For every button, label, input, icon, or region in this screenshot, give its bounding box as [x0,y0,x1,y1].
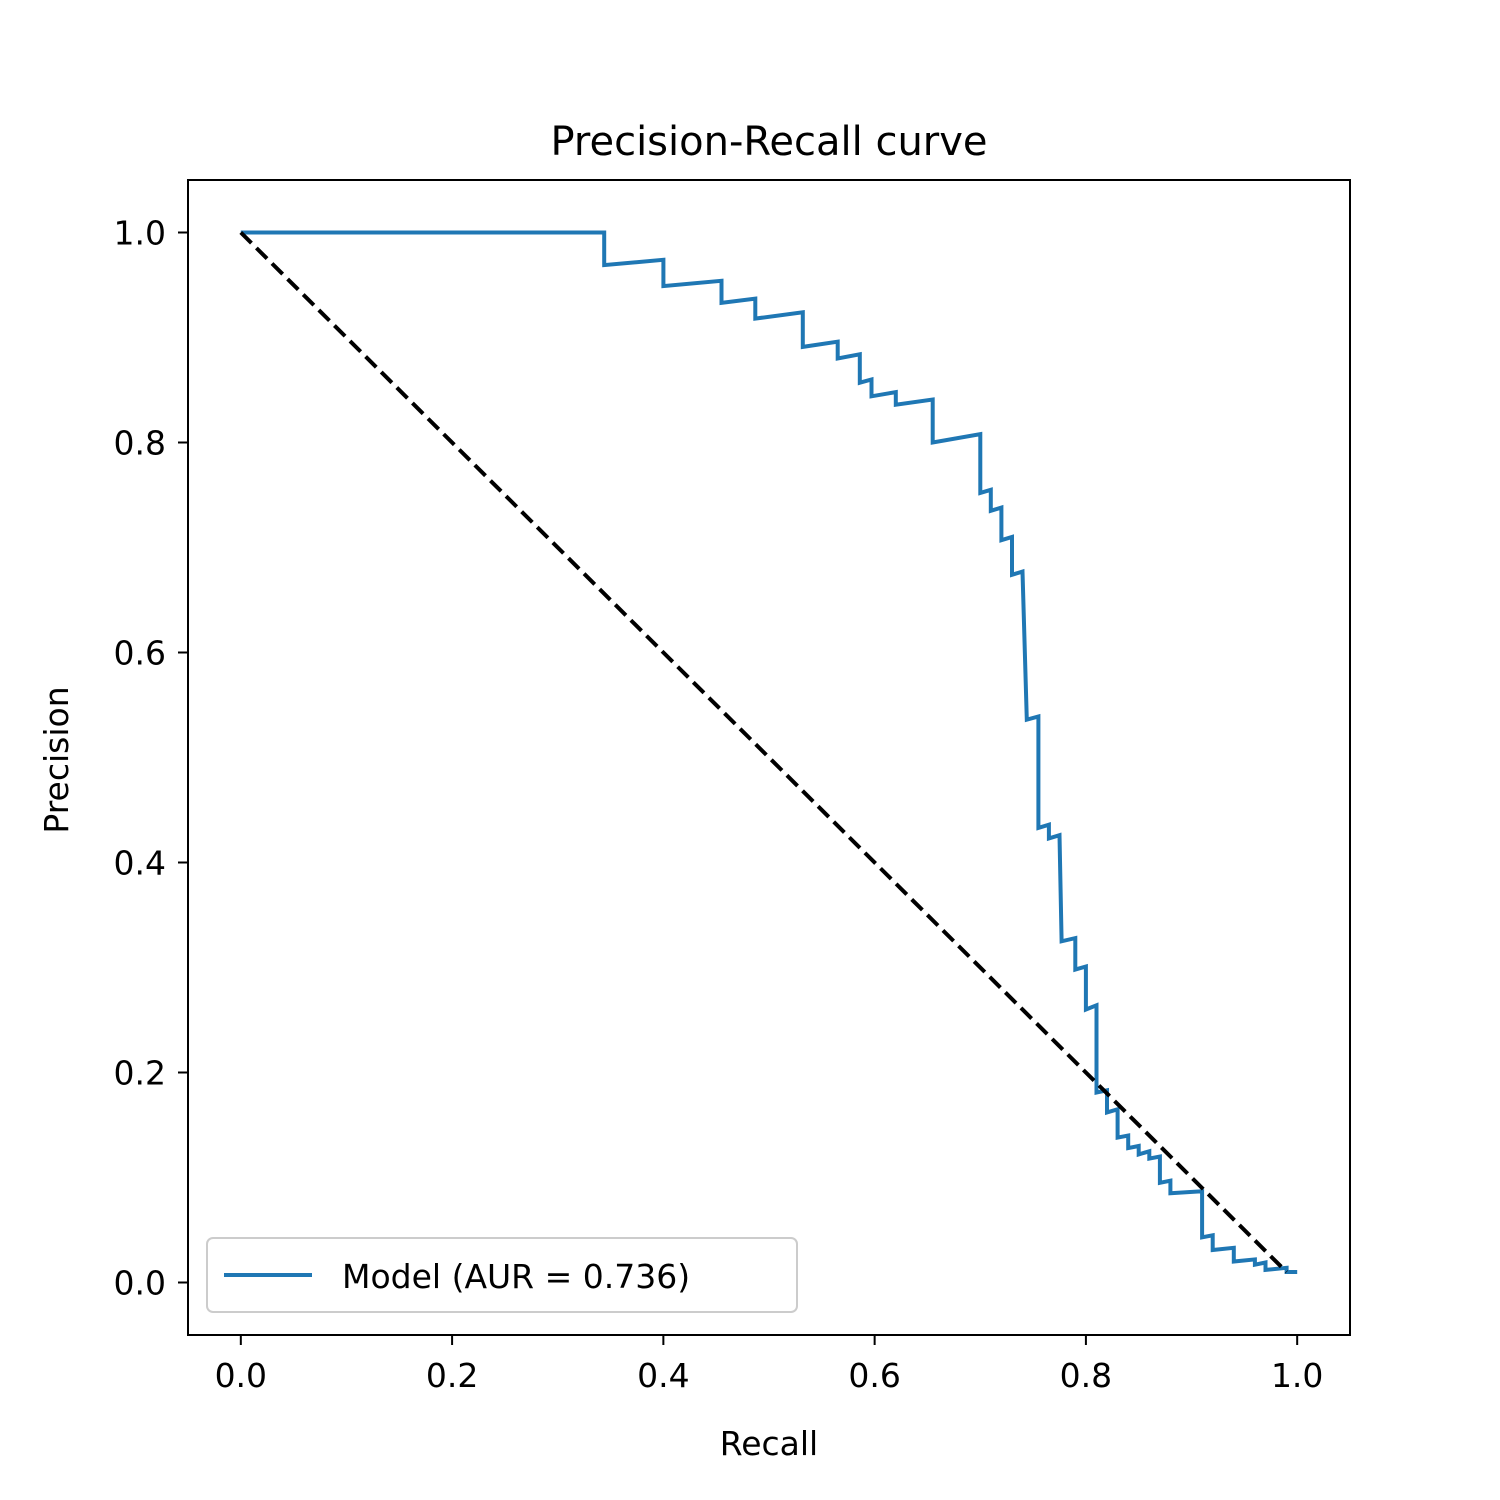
legend: Model (AUR = 0.736) [206,1237,798,1313]
plot-area [239,230,1298,1274]
y-tick-label: 0.6 [114,634,166,673]
model-pr-curve [240,230,1298,1274]
y-tick-label: 0.8 [114,424,166,463]
legend-label-model: Model (AUR = 0.736) [342,1257,690,1296]
x-tick-label: 0.2 [426,1356,478,1395]
y-axis-label: Precision [37,686,76,833]
chart-title: Precision-Recall curve [550,119,987,165]
baseline-dashed-line [239,231,1289,1274]
y-tick-label: 1.0 [114,214,166,253]
x-tick-label: 0.4 [637,1356,689,1395]
x-tick-label: 0.6 [848,1356,900,1395]
legend-box [206,1237,798,1313]
x-tick-label: 0.8 [1060,1356,1112,1395]
x-tick-label: 0.0 [215,1356,267,1395]
y-tick-label: 0.0 [114,1264,166,1303]
x-tick-label: 1.0 [1271,1356,1323,1395]
axis-ticks: 0.0 0.2 0.4 0.6 0.8 1.0 0.0 0.2 0.4 0.6 0.8 1.0 [114,214,1324,1396]
x-axis-label: Recall [720,1424,818,1463]
plot-frame [187,179,1351,1336]
y-tick-label: 0.2 [114,1054,166,1093]
y-tick-label: 0.4 [114,844,166,883]
